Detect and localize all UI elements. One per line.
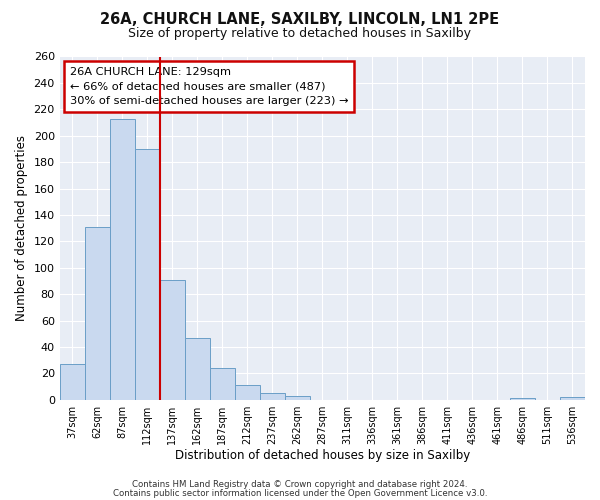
Text: 26A CHURCH LANE: 129sqm
← 66% of detached houses are smaller (487)
30% of semi-d: 26A CHURCH LANE: 129sqm ← 66% of detache… bbox=[70, 67, 349, 106]
Bar bbox=[510, 398, 535, 400]
Bar bbox=[85, 227, 110, 400]
Bar bbox=[160, 280, 185, 400]
Text: Size of property relative to detached houses in Saxilby: Size of property relative to detached ho… bbox=[128, 28, 472, 40]
Bar bbox=[560, 397, 585, 400]
Bar bbox=[210, 368, 235, 400]
Bar bbox=[110, 118, 135, 400]
X-axis label: Distribution of detached houses by size in Saxilby: Distribution of detached houses by size … bbox=[175, 450, 470, 462]
Text: 26A, CHURCH LANE, SAXILBY, LINCOLN, LN1 2PE: 26A, CHURCH LANE, SAXILBY, LINCOLN, LN1 … bbox=[100, 12, 500, 28]
Text: Contains public sector information licensed under the Open Government Licence v3: Contains public sector information licen… bbox=[113, 488, 487, 498]
Bar bbox=[235, 385, 260, 400]
Bar bbox=[135, 149, 160, 400]
Text: Contains HM Land Registry data © Crown copyright and database right 2024.: Contains HM Land Registry data © Crown c… bbox=[132, 480, 468, 489]
Bar bbox=[185, 338, 210, 400]
Bar bbox=[59, 364, 85, 400]
Y-axis label: Number of detached properties: Number of detached properties bbox=[15, 135, 28, 321]
Bar bbox=[285, 396, 310, 400]
Bar bbox=[260, 393, 285, 400]
